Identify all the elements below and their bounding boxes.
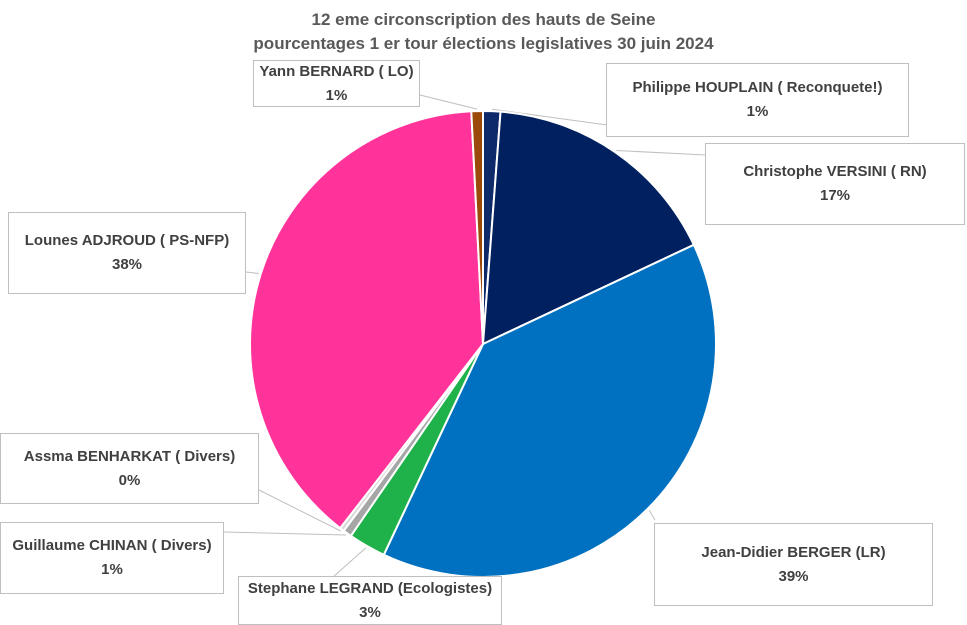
data-label-value: 38% bbox=[111, 256, 143, 273]
data-label-value: 17% bbox=[819, 187, 851, 204]
data-label: Guillaume CHINAN ( Divers) 1% bbox=[0, 522, 224, 594]
data-label-value: 1% bbox=[746, 103, 769, 120]
leader-line bbox=[223, 531, 347, 536]
leader-lines bbox=[223, 94, 707, 578]
data-label-name: Yann BERNARD ( LO) bbox=[259, 62, 414, 80]
data-label-value: 1% bbox=[325, 86, 348, 104]
data-label: Philippe HOUPLAIN ( Reconquete!) 1% bbox=[606, 63, 909, 137]
pie-slice bbox=[481, 110, 696, 346]
leader-line bbox=[332, 547, 367, 578]
data-label-name: Lounes ADJROUD ( PS-NFP) bbox=[24, 232, 230, 249]
chart-title: 12 eme circonscription des hauts de Sein… bbox=[0, 8, 967, 56]
data-label-value: 3% bbox=[359, 603, 381, 621]
data-label-name: Stephane LEGRAND (Ecologistes) bbox=[247, 579, 493, 597]
data-label: Yann BERNARD ( LO) 1% bbox=[253, 60, 420, 107]
data-label-value: 1% bbox=[101, 561, 123, 578]
data-label-name: Christophe VERSINI ( RN) bbox=[743, 163, 927, 180]
data-label: Jean-Didier BERGER (LR) 39% bbox=[654, 523, 933, 606]
data-label-name: Philippe HOUPLAIN ( Reconquete!) bbox=[632, 79, 883, 96]
chart-title-line: 12 eme circonscription des hauts de Sein… bbox=[311, 10, 656, 29]
data-label-name: Assma BENHARKAT ( Divers) bbox=[23, 447, 236, 465]
chart-subtitle-line: pourcentages 1 er tour élections legisla… bbox=[253, 34, 714, 53]
data-label: Stephane LEGRAND (Ecologistes) 3% bbox=[238, 576, 502, 625]
leader-line bbox=[245, 271, 259, 274]
data-label-name: Jean-Didier BERGER (LR) bbox=[701, 543, 886, 561]
data-label-value: 39% bbox=[778, 567, 809, 585]
pie-slices bbox=[248, 109, 717, 578]
pie-slice bbox=[382, 243, 717, 578]
data-label-name: Guillaume CHINAN ( Divers) bbox=[12, 537, 212, 554]
pie-slice bbox=[248, 110, 485, 530]
data-label: Lounes ADJROUD ( PS-NFP) 38% bbox=[8, 212, 246, 294]
leader-line bbox=[616, 150, 707, 156]
data-label: Assma BENHARKAT ( Divers) 0% bbox=[0, 433, 259, 504]
leader-line bbox=[648, 509, 656, 521]
leader-line bbox=[419, 94, 478, 110]
pie-slice bbox=[470, 109, 484, 345]
data-label: Christophe VERSINI ( RN) 17% bbox=[705, 143, 965, 225]
data-label-value: 0% bbox=[118, 471, 141, 489]
leader-line bbox=[258, 489, 341, 532]
